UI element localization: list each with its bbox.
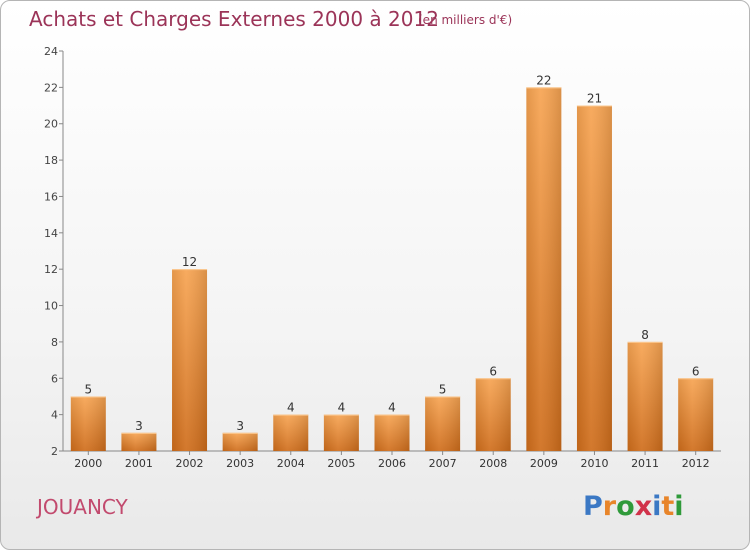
bars xyxy=(70,87,714,451)
proxiti-logo[interactable]: Proxiti xyxy=(583,491,684,522)
y-tick-label: 14 xyxy=(44,227,58,240)
logo-letter: i xyxy=(652,491,662,522)
chart-subtitle: (en milliers d'€) xyxy=(418,13,513,27)
data-label: 5 xyxy=(439,382,447,396)
bar-shade xyxy=(576,105,612,451)
y-tick-label: 8 xyxy=(51,336,58,349)
x-tick-label: 2011 xyxy=(631,457,659,470)
y-tick-label: 22 xyxy=(44,81,58,94)
bar-shade xyxy=(121,432,157,451)
logo-letter: x xyxy=(634,491,653,522)
logo-letter: o xyxy=(616,491,635,522)
data-label: 4 xyxy=(388,401,396,415)
bar-shade xyxy=(627,341,663,451)
data-label: 4 xyxy=(338,401,346,415)
x-tick-label: 2007 xyxy=(429,457,457,470)
y-tick-label: 10 xyxy=(44,300,58,313)
x-tick-label: 2005 xyxy=(327,457,355,470)
x-tick-label: 2008 xyxy=(479,457,507,470)
y-tick-label: 18 xyxy=(44,154,58,167)
commune-name: JOUANCY xyxy=(37,495,128,519)
data-label: 21 xyxy=(587,92,602,106)
y-tick-label: 4 xyxy=(51,409,58,422)
logo-letter: t xyxy=(661,491,675,522)
bar-shade xyxy=(273,414,309,451)
bar-shade xyxy=(70,396,106,451)
bar-shade xyxy=(374,414,410,451)
bar-shade xyxy=(222,432,258,451)
bar-shade xyxy=(678,378,714,451)
x-tick-label: 2006 xyxy=(378,457,406,470)
bar-shade xyxy=(172,269,208,451)
data-label: 12 xyxy=(182,255,197,269)
data-label: 4 xyxy=(287,401,295,415)
bar-shade xyxy=(526,87,562,451)
logo-letter: P xyxy=(583,491,603,522)
y-tick-label: 24 xyxy=(44,45,58,58)
data-label: 6 xyxy=(692,364,700,378)
x-tick-label: 2003 xyxy=(226,457,254,470)
y-tick-label: 2 xyxy=(51,445,58,458)
data-label: 5 xyxy=(84,382,92,396)
x-tick-label: 2010 xyxy=(580,457,608,470)
data-label: 8 xyxy=(641,328,649,342)
x-tick-label: 2004 xyxy=(277,457,305,470)
bar-shade xyxy=(323,414,359,451)
y-tick-label: 20 xyxy=(44,118,58,131)
y-tick-label: 6 xyxy=(51,372,58,385)
y-tick-label: 16 xyxy=(44,190,58,203)
x-tick-label: 2001 xyxy=(125,457,153,470)
chart-title: Achats et Charges Externes 2000 à 2012 xyxy=(29,7,439,31)
logo-letter: i xyxy=(674,491,684,522)
y-tick-label: 12 xyxy=(44,263,58,276)
data-label: 6 xyxy=(489,364,497,378)
data-label: 3 xyxy=(135,419,143,433)
logo-letter: r xyxy=(602,491,617,522)
bar-shade xyxy=(425,396,461,451)
labels: 5 2000 3 2001 12 2002 3 2003 4 2004 4 2005 4 2006 5 200… xyxy=(74,73,709,470)
x-tick-label: 2002 xyxy=(176,457,204,470)
data-label: 22 xyxy=(536,73,551,87)
x-tick-label: 2000 xyxy=(74,457,102,470)
x-tick-label: 2009 xyxy=(530,457,558,470)
data-label: 3 xyxy=(236,419,244,433)
bar-shade xyxy=(475,378,511,451)
x-tick-label: 2012 xyxy=(682,457,710,470)
